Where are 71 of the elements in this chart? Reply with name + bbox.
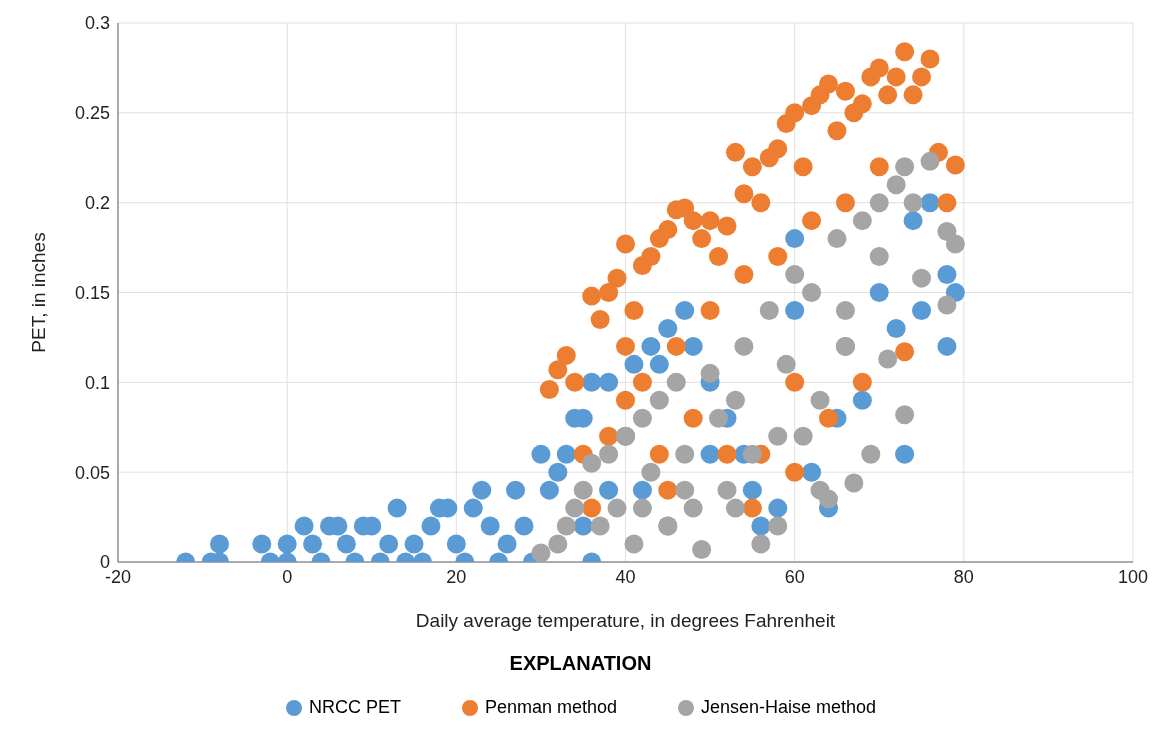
point <box>835 300 855 320</box>
point <box>895 405 915 425</box>
y-tick-label: 0.05 <box>74 462 110 483</box>
point <box>810 390 830 410</box>
point <box>590 516 610 536</box>
point <box>937 295 957 315</box>
y-axis-title: PET, in inches <box>27 232 49 353</box>
point <box>861 444 881 464</box>
point <box>768 516 788 536</box>
point <box>565 498 585 518</box>
point <box>734 336 754 356</box>
point <box>725 390 745 410</box>
point <box>785 265 805 285</box>
point <box>869 193 889 213</box>
point <box>895 157 915 177</box>
point <box>700 363 720 383</box>
point <box>878 349 898 369</box>
point <box>582 453 602 473</box>
y-tick-label: 0.15 <box>74 282 110 303</box>
x-axis-title: Daily average temperature, in degrees Fahrenheit <box>415 610 836 631</box>
point <box>768 426 788 446</box>
legend-label: Jensen-Haise method <box>701 697 877 718</box>
point <box>776 354 796 374</box>
point <box>675 444 695 464</box>
point <box>912 268 932 288</box>
x-tick-label: 60 <box>784 566 805 587</box>
point <box>641 462 661 482</box>
point <box>819 489 838 509</box>
legend-title: EXPLANATION <box>508 652 653 675</box>
point <box>649 390 669 410</box>
x-tick-label: 40 <box>615 566 636 587</box>
point <box>852 211 872 231</box>
point <box>573 480 593 500</box>
y-tick-label: 0 <box>99 552 110 573</box>
point <box>886 175 906 195</box>
x-tick-label: 100 <box>1117 566 1149 587</box>
y-tick-label: 0.2 <box>84 193 110 214</box>
point <box>531 543 551 562</box>
point <box>632 408 652 428</box>
point <box>869 247 889 267</box>
x-tick-label: 0 <box>282 566 293 587</box>
point <box>717 480 737 500</box>
point <box>945 234 965 254</box>
point <box>844 473 864 493</box>
point <box>692 539 712 559</box>
point <box>607 498 627 518</box>
point <box>751 534 771 554</box>
y-tick-label: 0.1 <box>84 372 110 393</box>
point <box>709 408 729 428</box>
y-tick-label: 0.3 <box>84 13 110 34</box>
point <box>556 516 576 536</box>
point <box>802 283 822 302</box>
point <box>827 229 847 249</box>
point <box>683 498 703 518</box>
y-tick-label: 0.25 <box>74 103 110 124</box>
x-tick-label: 20 <box>446 566 467 587</box>
point <box>759 300 779 320</box>
x-tick-label: 80 <box>953 566 974 587</box>
point <box>742 444 762 464</box>
legend-label: Penman method <box>484 697 617 718</box>
point <box>903 193 923 213</box>
point <box>632 498 652 518</box>
point <box>666 372 686 392</box>
point <box>548 534 568 554</box>
point <box>920 151 940 171</box>
point <box>599 444 619 464</box>
point <box>793 426 813 446</box>
legend-label: NRCC PET <box>308 697 401 718</box>
point <box>675 480 695 500</box>
point <box>624 534 644 554</box>
point <box>725 498 745 518</box>
